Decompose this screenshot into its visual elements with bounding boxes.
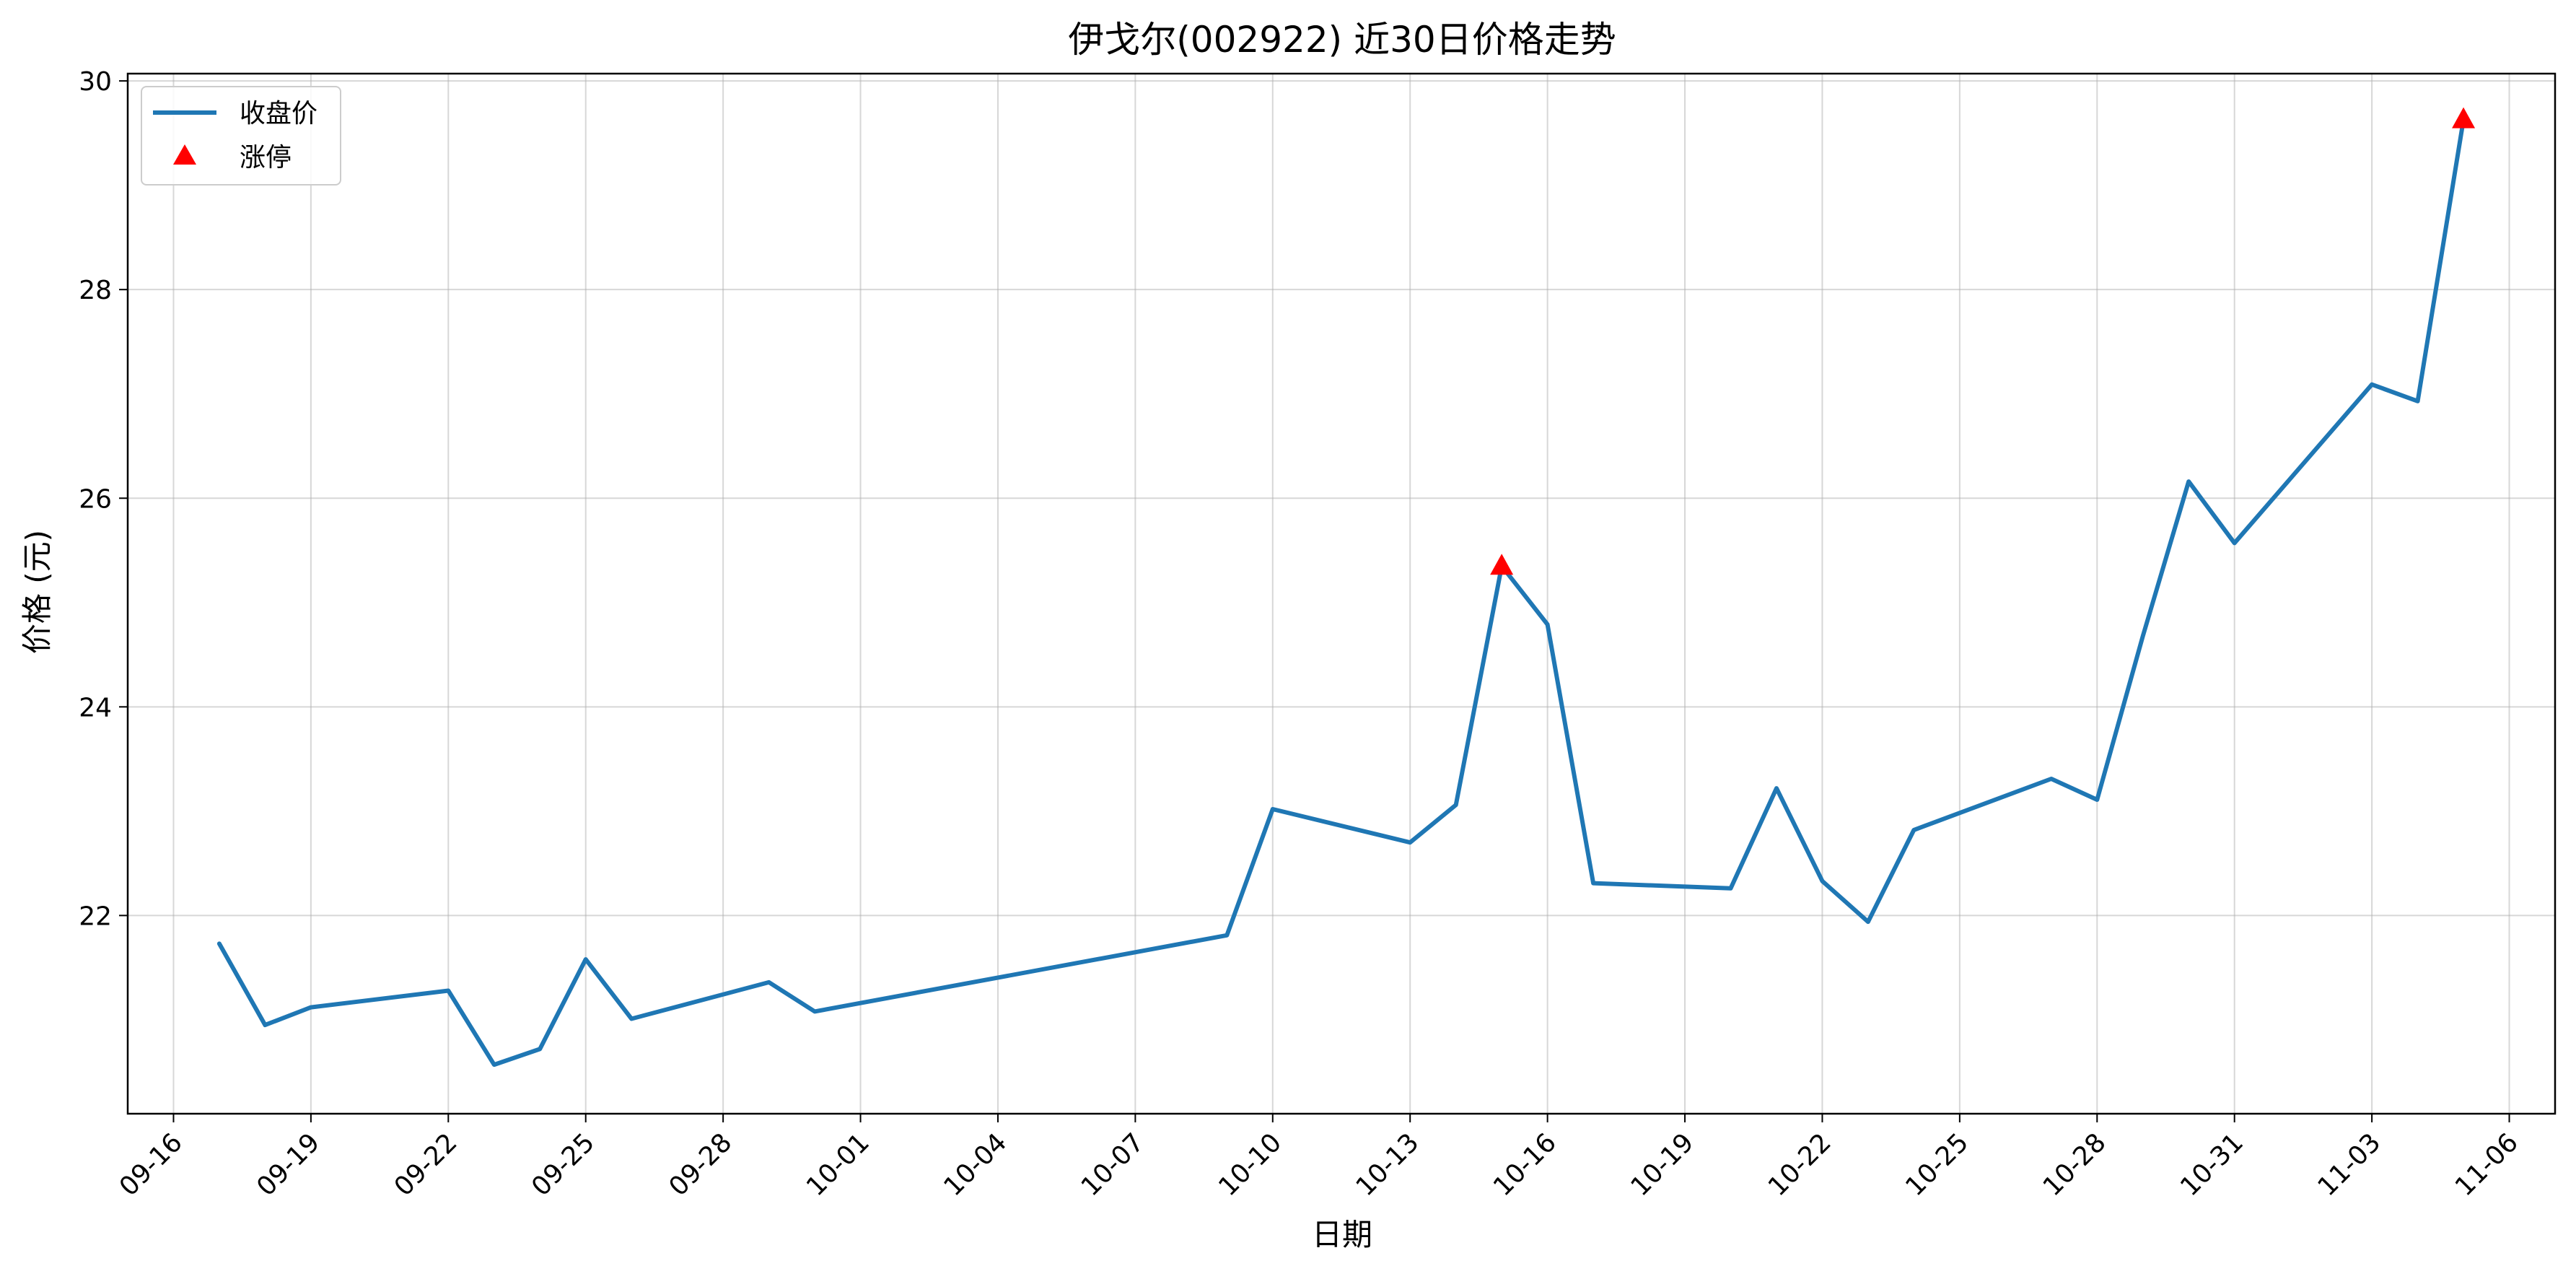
plot-frame [126,72,2557,1115]
x-tick-label: 10-31 [2175,1127,2249,1202]
x-axis-ticks: 09-16 09-19 09-22 09-25 09-28 10-01 10-04 10-07… [114,1114,2524,1202]
x-tick-label: 09-19 [251,1127,325,1202]
limit-up-marker [2452,107,2476,128]
legend: 收盘价 涨停 [141,86,341,185]
x-tick-label: 10-04 [938,1127,1012,1202]
chart-title: 伊戈尔(002922) 近30日价格走势 [1068,19,1616,61]
legend-label-limit-up: 涨停 [240,143,292,173]
y-tick-label: 26 [79,484,112,514]
x-tick-label: 11-03 [2313,1127,2387,1202]
close-price-line [216,117,2466,1068]
x-tick-label: 10-25 [1900,1127,1974,1202]
x-tick-label: 10-10 [1213,1127,1287,1202]
series-layer [216,107,2476,1068]
legend-label-close: 收盘价 [240,99,317,128]
grid [128,74,2555,1114]
x-tick-label: 09-28 [664,1127,738,1202]
x-tick-label: 10-19 [1625,1127,1699,1202]
x-tick-label: 10-16 [1488,1127,1562,1202]
legend-triangle-swatch [173,144,196,165]
x-tick-label: 10-22 [1763,1127,1837,1202]
x-tick-label: 09-22 [389,1127,463,1202]
x-axis-label: 日期 [1312,1217,1372,1252]
x-tick-label: 10-01 [801,1127,875,1202]
x-tick-label: 10-28 [2038,1127,2112,1202]
y-axis-ticks: 22 24 26 28 30 [79,67,128,931]
y-tick-label: 24 [79,693,112,723]
x-tick-label: 10-07 [1076,1127,1150,1202]
y-tick-label: 28 [79,276,112,305]
x-tick-label: 09-16 [114,1127,188,1202]
x-tick-label: 09-25 [526,1127,600,1202]
x-tick-label: 11-06 [2450,1127,2524,1202]
y-tick-label: 30 [79,67,112,97]
y-tick-label: 22 [79,902,112,931]
y-axis-label: 价格 (元) [19,530,55,654]
limit-up-marker [1490,554,1514,575]
x-tick-label: 10-13 [1351,1127,1425,1202]
